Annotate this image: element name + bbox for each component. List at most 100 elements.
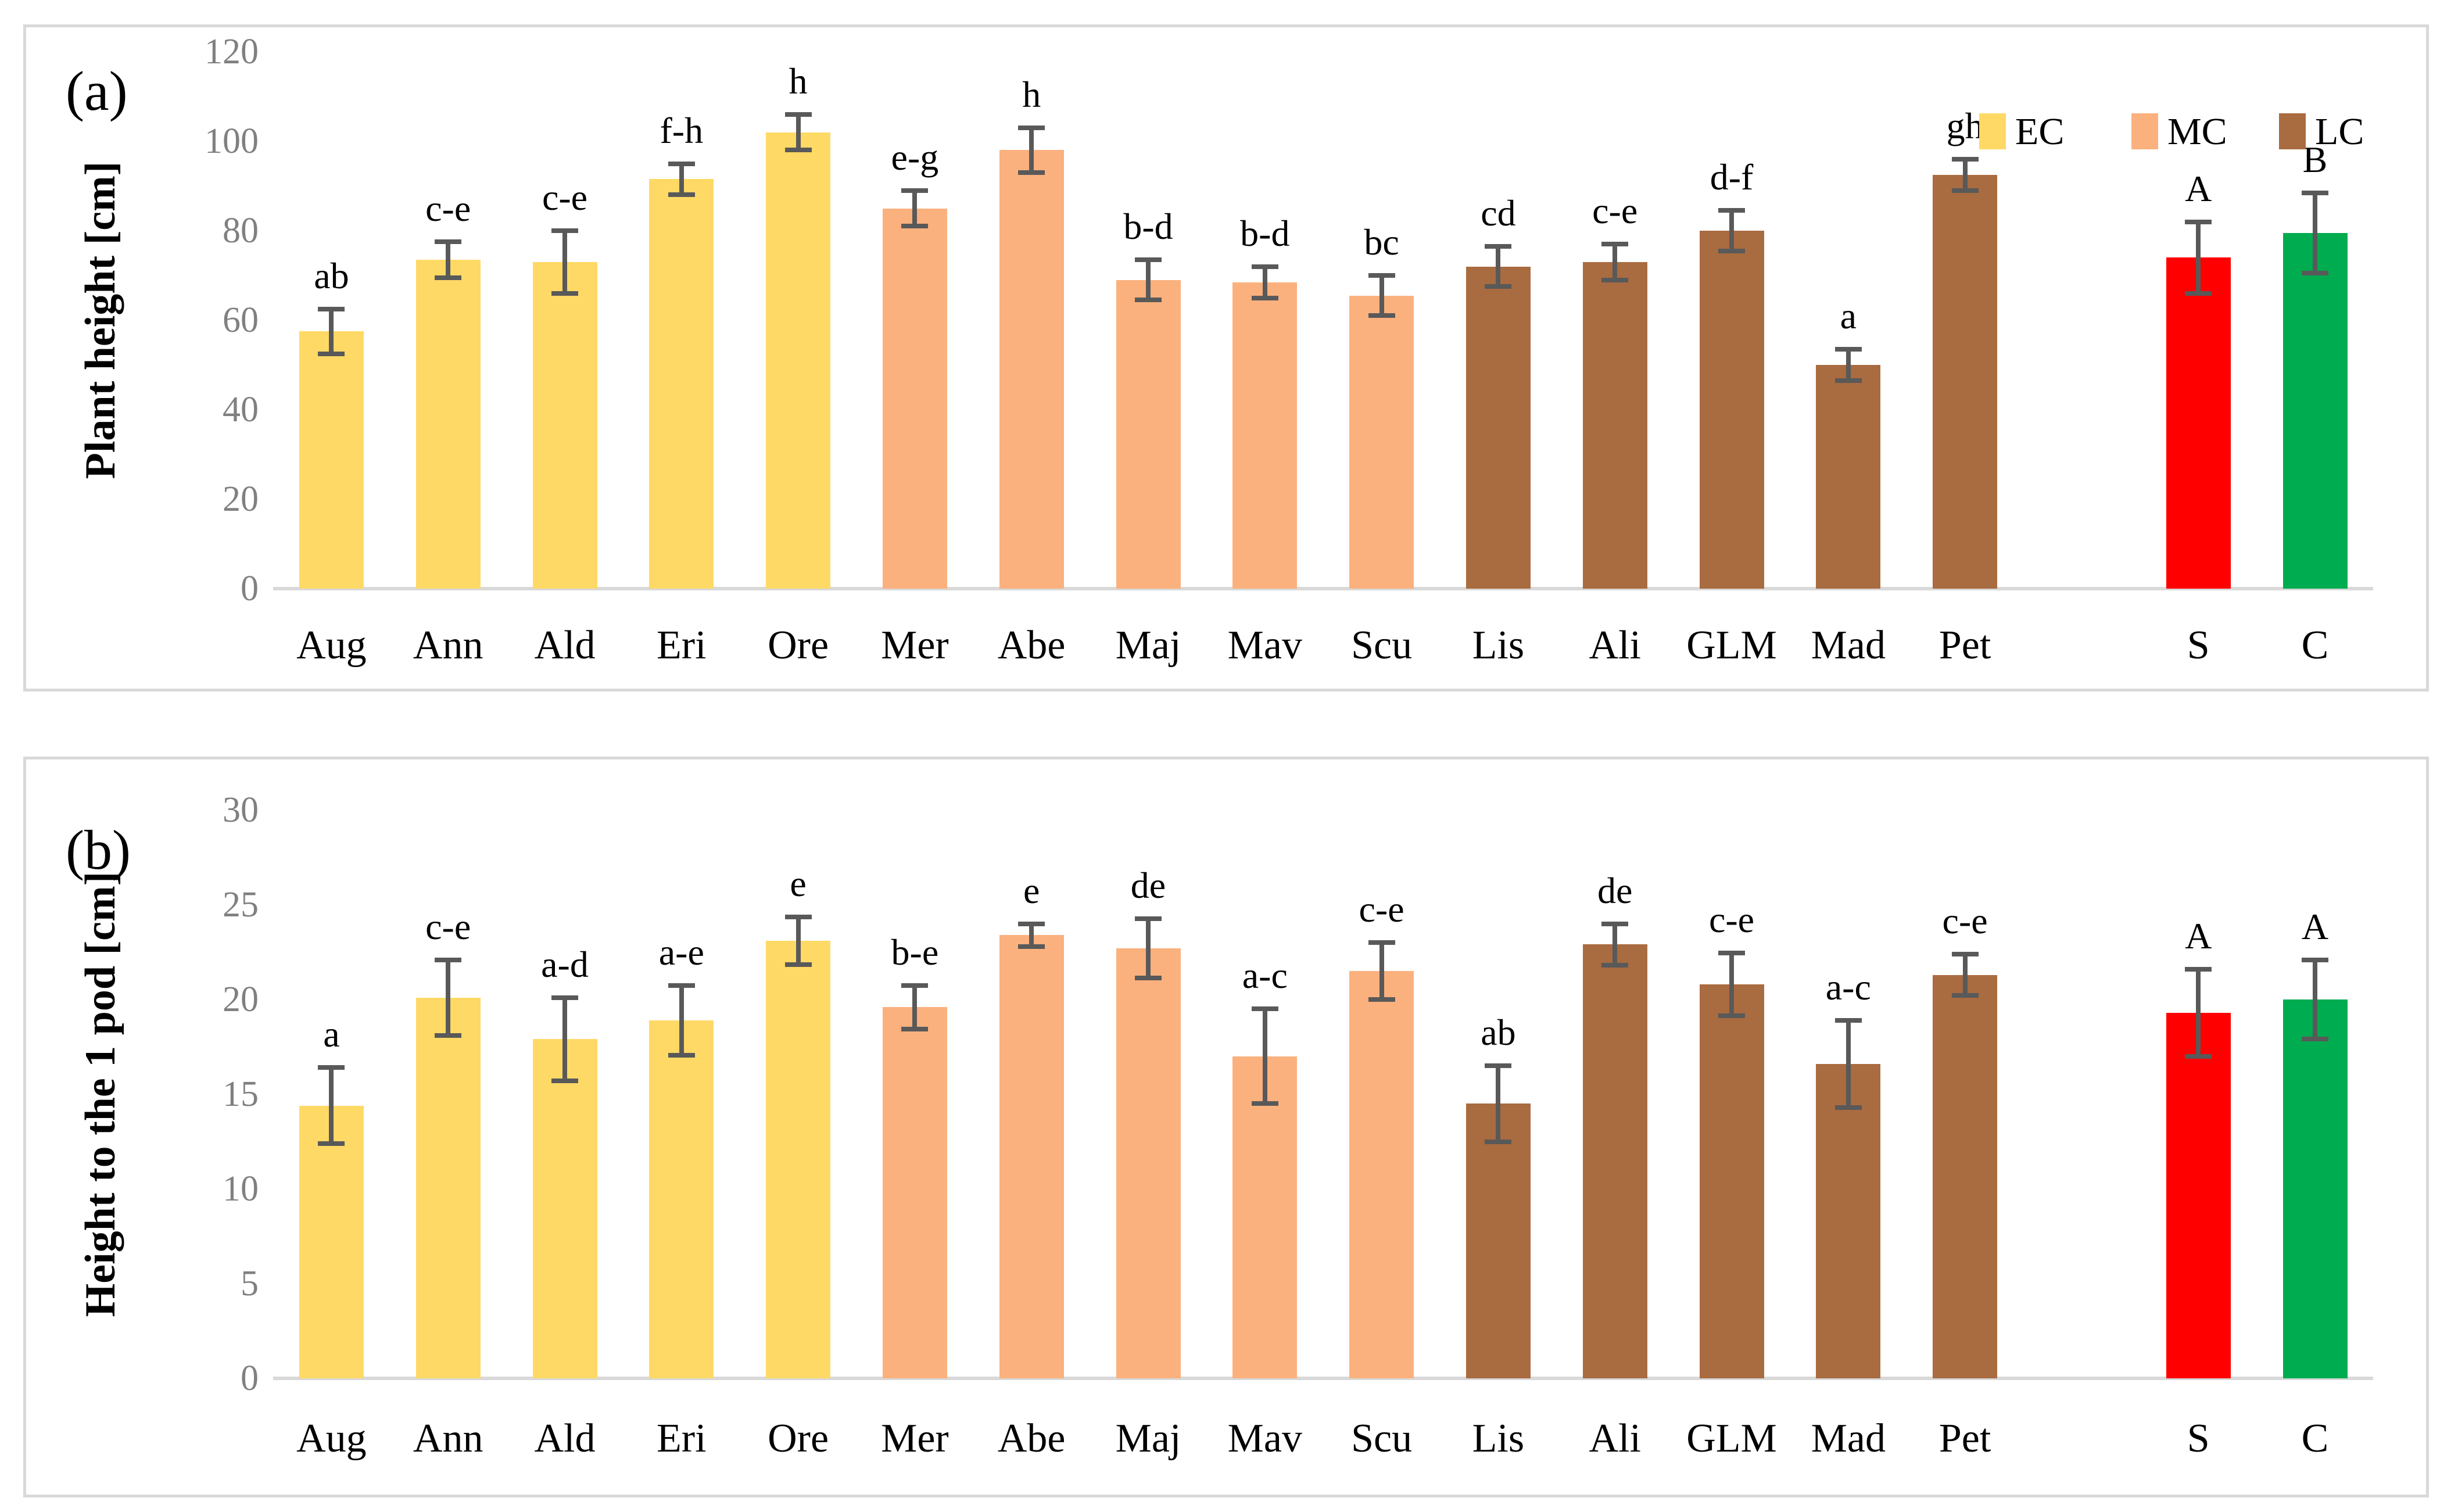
x-category-Lis: Lis [1472, 623, 1525, 668]
legend-label-mc: MC [2167, 110, 2227, 153]
error-cap-top-Ald [551, 228, 578, 233]
sig-letter-Ann: c-e [425, 905, 471, 947]
error-bar-Lis [1496, 1066, 1501, 1142]
panel-b: (b) 0 5 10 15 20 25 30 Height to the 1 pod [cm] a… [23, 757, 2429, 1497]
x-category-Eri: Eri [657, 1416, 707, 1461]
error-cap-top-Abe [1018, 921, 1045, 926]
error-cap-top-Ali [1601, 242, 1629, 247]
sig-letter-Aug: ab [314, 255, 349, 296]
y-tick-20: 20 [223, 980, 259, 1019]
y-axis-title: Plant height [cm] [77, 161, 124, 479]
bar-Ann [415, 997, 481, 1378]
bar-GLM [1699, 984, 1764, 1378]
sig-letter-GLM: c-e [1708, 899, 1755, 941]
bar-Mad [1816, 1063, 1881, 1378]
sig-letter-Eri: a-e [658, 931, 704, 973]
y-tick-15: 15 [223, 1074, 259, 1114]
error-cap-bottom-Pet [1951, 993, 1979, 998]
error-cap-bottom-Lis [1485, 284, 1512, 289]
error-cap-top-Lis [1485, 1063, 1512, 1069]
error-cap-top-Ann [435, 957, 462, 962]
panel-label-a: (a) [66, 60, 128, 122]
error-cap-top-Ali [1601, 921, 1629, 926]
error-cap-bottom-Mer [901, 224, 929, 229]
error-cap-top-C [2302, 957, 2328, 962]
error-cap-top-Ann [435, 239, 462, 245]
error-cap-top-Pet [1951, 156, 1979, 162]
bar-Ald [532, 261, 597, 589]
y-tick-10: 10 [223, 1169, 259, 1209]
error-bar-Maj [1146, 260, 1151, 300]
x-category-Ali: Ali [1589, 1416, 1641, 1461]
error-cap-bottom-Eri [668, 192, 695, 198]
sig-letter-S: A [2185, 915, 2212, 956]
error-cap-bottom-Pet [1951, 188, 1979, 193]
x-category-GLM: GLM [1686, 1416, 1777, 1461]
error-bar-GLM [1729, 953, 1734, 1016]
error-cap-bottom-Ali [1601, 963, 1629, 968]
x-category-Ann: Ann [413, 1416, 483, 1461]
error-cap-bottom-S [2185, 291, 2212, 296]
error-bar-Ald [562, 231, 567, 293]
sig-letter-Pet: gh [1946, 105, 1984, 146]
sig-letter-Aug: a [323, 1013, 340, 1055]
sig-letter-C: B [2302, 138, 2328, 180]
bar-Mav [1232, 1056, 1298, 1378]
panel-label-b: (b) [66, 819, 131, 881]
sig-letter-Ald: c-e [542, 177, 588, 218]
x-category-Ali: Ali [1589, 623, 1641, 668]
error-cap-bottom-Mer [901, 1026, 929, 1031]
error-cap-bottom-Ann [435, 275, 462, 280]
error-cap-bottom-Eri [668, 1053, 695, 1058]
error-cap-top-S [2185, 219, 2212, 224]
error-cap-top-Eri [668, 983, 695, 988]
error-cap-bottom-GLM [1718, 1013, 1745, 1018]
error-bar-Scu [1379, 275, 1384, 316]
error-cap-bottom-GLM [1718, 248, 1745, 253]
y-tick-120: 120 [205, 32, 259, 71]
x-category-Abe: Abe [997, 1416, 1066, 1461]
error-bar-Pet [1962, 954, 1968, 996]
x-category-Mav: Mav [1227, 623, 1302, 668]
error-cap-bottom-Mav [1251, 1101, 1278, 1106]
error-bar-C [2313, 959, 2317, 1040]
error-bar-Mav [1262, 1009, 1267, 1104]
bar-S [2166, 1012, 2231, 1378]
y-tick-40: 40 [223, 390, 259, 429]
error-cap-bottom-Aug [318, 1141, 345, 1146]
x-axis-line [273, 587, 2374, 590]
sig-letter-Mad: a-c [1825, 966, 1871, 1008]
error-bar-S [2196, 221, 2201, 293]
x-category-Scu: Scu [1351, 1416, 1413, 1461]
error-bar-Abe [1029, 923, 1034, 947]
sig-letter-Mer: b-e [891, 931, 939, 973]
sig-letter-Ald: a-d [541, 943, 589, 985]
bar-C [2282, 232, 2348, 589]
x-category-C: C [2301, 623, 2329, 668]
error-cap-top-Ald [551, 995, 578, 1000]
y-tick-5: 5 [241, 1264, 259, 1303]
legend-label-lc: LC [2315, 110, 2364, 153]
error-cap-top-Mav [1251, 264, 1278, 269]
x-category-Mer: Mer [881, 1416, 949, 1461]
legend-swatch-mc [2131, 113, 2158, 149]
error-bar-C [2313, 192, 2317, 274]
error-bar-S [2196, 969, 2201, 1056]
error-cap-top-Ore [784, 112, 812, 117]
x-category-Mad: Mad [1811, 1416, 1886, 1461]
error-cap-bottom-Scu [1368, 313, 1395, 318]
sig-letter-Lis: cd [1481, 192, 1516, 234]
error-cap-top-Scu [1368, 940, 1395, 945]
x-category-Mer: Mer [881, 623, 949, 668]
error-cap-top-Scu [1368, 273, 1395, 278]
error-bar-Pet [1962, 159, 1968, 191]
bar-Ald [532, 1039, 597, 1378]
x-category-Aug: Aug [296, 1416, 367, 1461]
x-category-Ald: Ald [534, 1416, 596, 1461]
error-cap-bottom-C [2302, 1037, 2328, 1042]
sig-letter-Ore: h [789, 60, 808, 102]
x-category-C: C [2301, 1416, 2329, 1461]
bar-Ore [766, 132, 831, 589]
bar-Scu [1349, 971, 1414, 1378]
